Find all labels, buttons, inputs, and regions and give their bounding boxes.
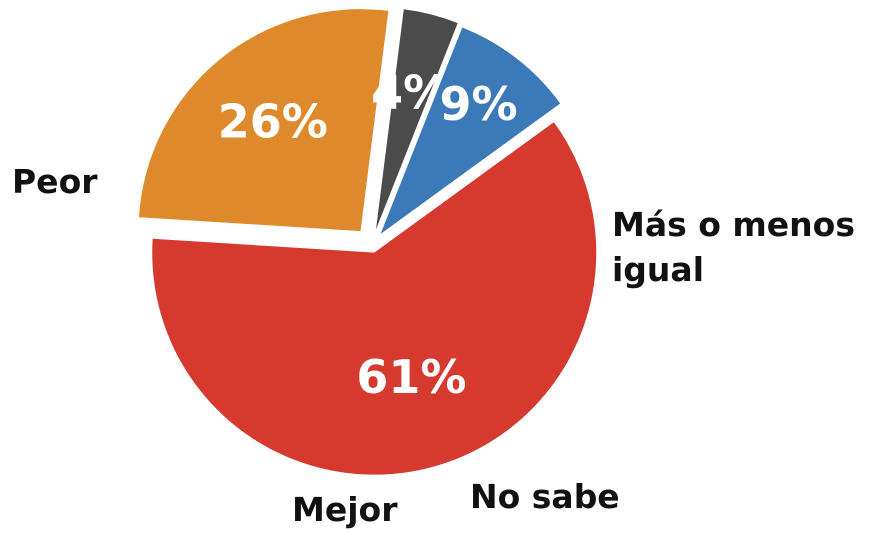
pie-slice — [138, 9, 389, 232]
category-label: Mejor — [292, 490, 398, 529]
pie-slice — [375, 9, 458, 230]
slice-label: 61% — [356, 350, 466, 404]
pie-slice — [380, 27, 561, 234]
slice-label: 26% — [218, 95, 328, 149]
category-label: Más o menos igual — [612, 205, 855, 289]
pie-slice — [152, 122, 597, 475]
category-label: No sabe — [470, 477, 620, 516]
slice-label: 9% — [439, 77, 517, 131]
category-label: Peor — [12, 162, 98, 201]
